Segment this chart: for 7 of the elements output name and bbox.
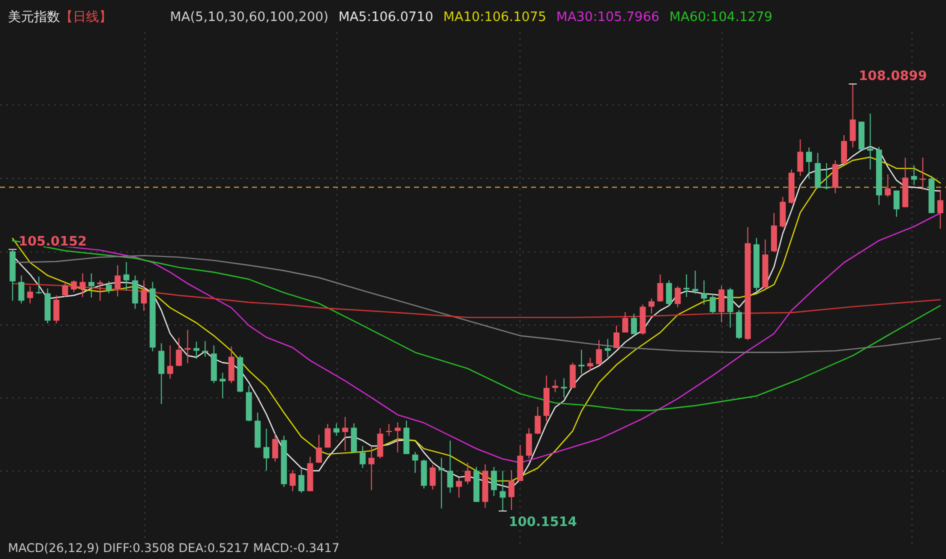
legend: MA(5,10,30,60,100,200) MA5:106.0710 MA10:106.1075 MA30:105.7966 MA60:104.1279 (170, 10, 772, 25)
annotation: 100.1514 (508, 515, 577, 530)
subtitle: 【日线】 (60, 10, 112, 25)
annotation: 108.0899 (858, 69, 928, 84)
annotation: MACD(26,12,9) DIFF:0.3508 DEA:0.5217 MACD:-0.3417 (8, 541, 340, 555)
annotation: 105.0152 (18, 234, 87, 250)
title: 美元指数 (8, 10, 60, 25)
